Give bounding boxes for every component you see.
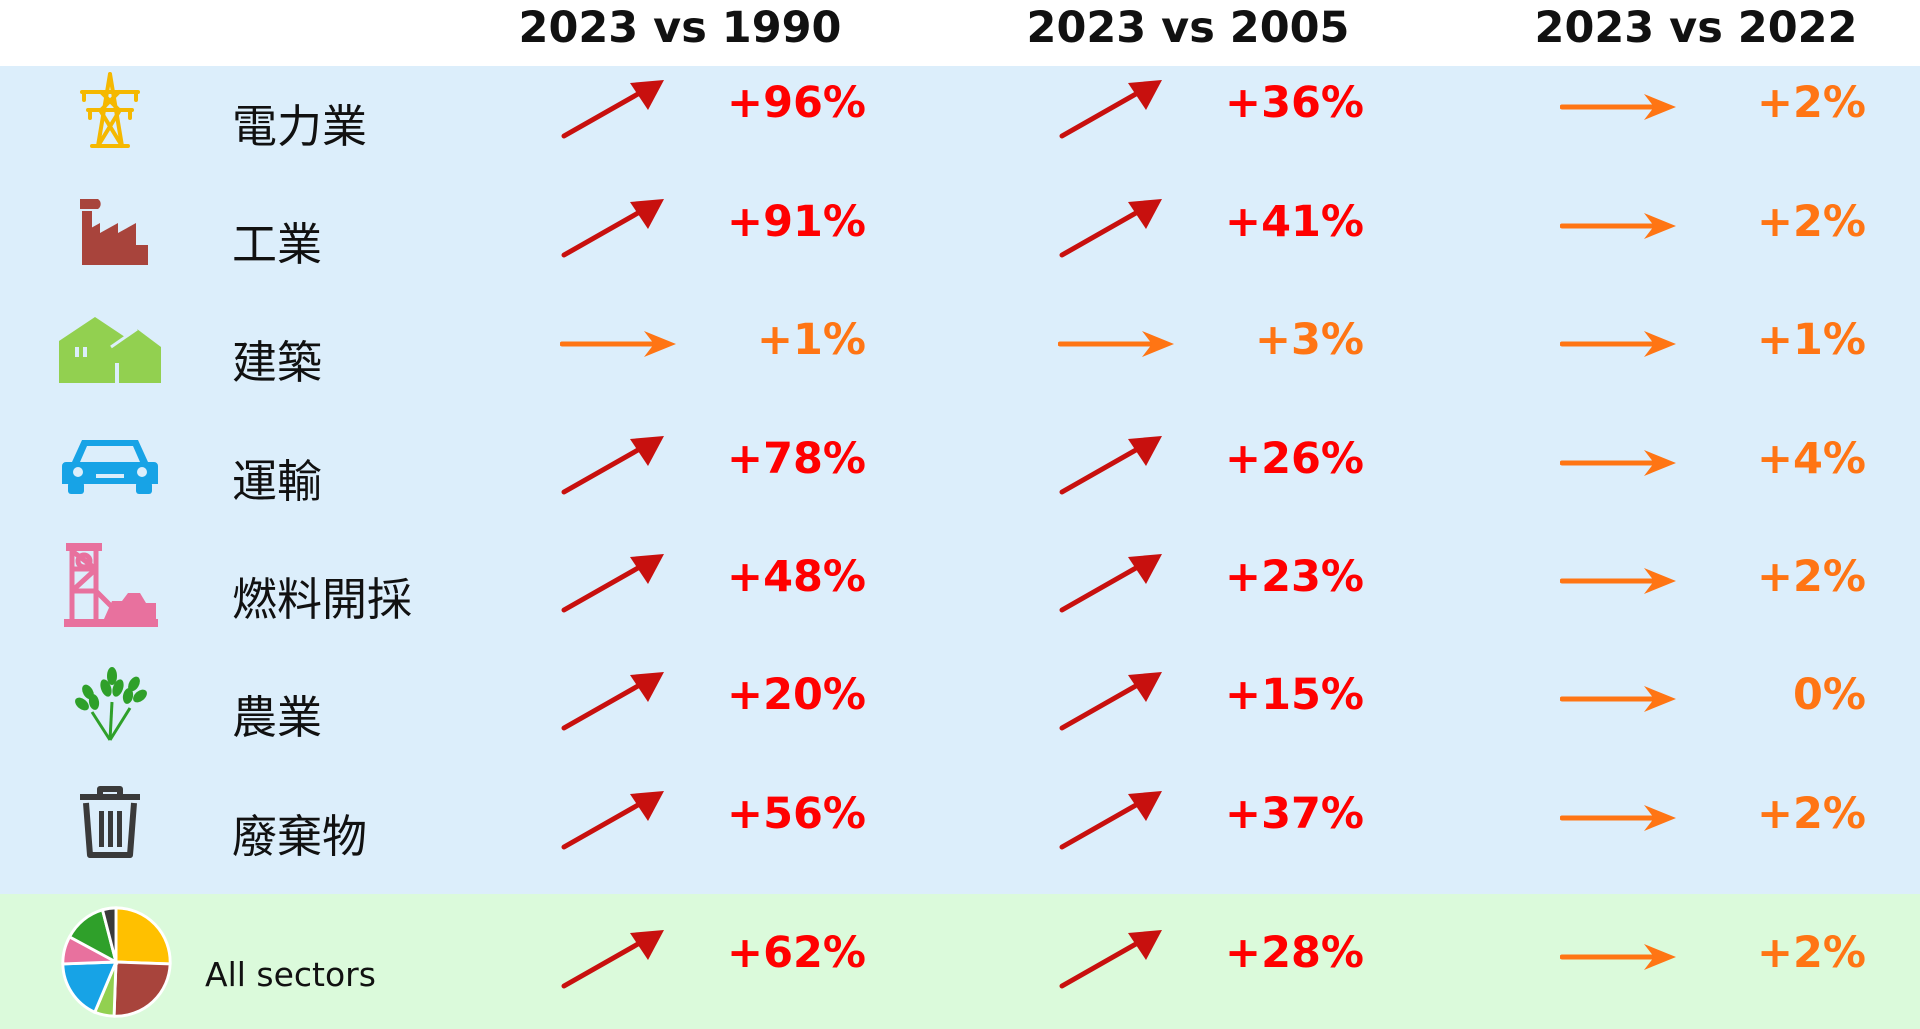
houses-icon xyxy=(55,307,165,387)
sector-label: 工業 xyxy=(232,218,323,271)
trend-up-arrow xyxy=(1058,787,1168,855)
sector-label: 電力業 xyxy=(232,100,368,153)
percent-change-label: +48% xyxy=(727,552,866,602)
percent-change-label: +37% xyxy=(1225,789,1364,839)
percent-change-label: +3% xyxy=(1254,315,1364,365)
percent-change-label: +56% xyxy=(727,789,866,839)
sector-label: All sectors xyxy=(205,955,376,994)
trend-up-arrow xyxy=(560,787,670,855)
percent-change-label: +1% xyxy=(756,315,866,365)
trend-flat-arrow xyxy=(1559,329,1680,363)
all-sectors-band xyxy=(0,894,1920,1029)
sector-label: 運輸 xyxy=(232,455,323,508)
trend-up-arrow xyxy=(1058,926,1168,994)
trend-flat-arrow xyxy=(1559,92,1680,126)
percent-change-label: +41% xyxy=(1225,197,1364,247)
percent-change-label: +1% xyxy=(1756,315,1866,365)
trend-flat-arrow xyxy=(1559,803,1680,837)
trend-flat-arrow xyxy=(1559,211,1680,245)
trend-up-arrow xyxy=(560,76,670,144)
trend-up-arrow xyxy=(1058,668,1168,736)
trend-up-arrow xyxy=(560,195,670,263)
percent-change-label: +28% xyxy=(1225,928,1364,978)
trend-flat-arrow xyxy=(559,329,680,363)
pie-chart-icon xyxy=(58,904,174,1020)
column-header-2023-vs-2022: 2023 vs 2022 xyxy=(1534,3,1858,53)
factory-icon xyxy=(70,189,150,269)
trend-up-arrow xyxy=(1058,550,1168,618)
sector-label: 燃料開採 xyxy=(232,573,413,626)
percent-change-label: +91% xyxy=(727,197,866,247)
sector-label: 建築 xyxy=(232,336,323,389)
trend-flat-arrow xyxy=(1559,942,1680,976)
percent-change-label: +15% xyxy=(1225,670,1364,720)
car-icon xyxy=(60,430,160,500)
percent-change-label: +4% xyxy=(1756,434,1866,484)
trend-up-arrow xyxy=(1058,195,1168,263)
percent-change-label: +62% xyxy=(727,928,866,978)
percent-change-label: +23% xyxy=(1225,552,1364,602)
trend-flat-arrow xyxy=(1559,448,1680,482)
percent-change-label: +2% xyxy=(1756,197,1866,247)
wheat-icon xyxy=(70,662,150,742)
power-pylon-icon xyxy=(70,70,150,150)
trend-flat-arrow xyxy=(1559,566,1680,600)
percent-change-label: +2% xyxy=(1756,928,1866,978)
mine-tower-icon xyxy=(60,539,160,629)
percent-change-label: 0% xyxy=(1792,670,1866,720)
percent-change-label: +78% xyxy=(727,434,866,484)
percent-change-label: +20% xyxy=(727,670,866,720)
trend-up-arrow xyxy=(560,550,670,618)
column-header-2023-vs-1990: 2023 vs 1990 xyxy=(518,3,842,53)
sectors-band xyxy=(0,66,1920,894)
percent-change-label: +2% xyxy=(1756,789,1866,839)
trend-up-arrow xyxy=(560,668,670,736)
percent-change-label: +26% xyxy=(1225,434,1364,484)
trend-up-arrow xyxy=(560,432,670,500)
trend-up-arrow xyxy=(1058,76,1168,144)
column-header-2023-vs-2005: 2023 vs 2005 xyxy=(1026,3,1350,53)
trend-up-arrow xyxy=(1058,432,1168,500)
sector-label: 農業 xyxy=(232,691,323,744)
sector-label: 廢棄物 xyxy=(232,810,368,863)
trend-up-arrow xyxy=(560,926,670,994)
trash-bin-icon xyxy=(70,781,150,861)
trend-flat-arrow xyxy=(1057,329,1178,363)
percent-change-label: +2% xyxy=(1756,552,1866,602)
percent-change-label: +36% xyxy=(1225,78,1364,128)
trend-flat-arrow xyxy=(1559,684,1680,718)
percent-change-label: +96% xyxy=(727,78,866,128)
percent-change-label: +2% xyxy=(1756,78,1866,128)
